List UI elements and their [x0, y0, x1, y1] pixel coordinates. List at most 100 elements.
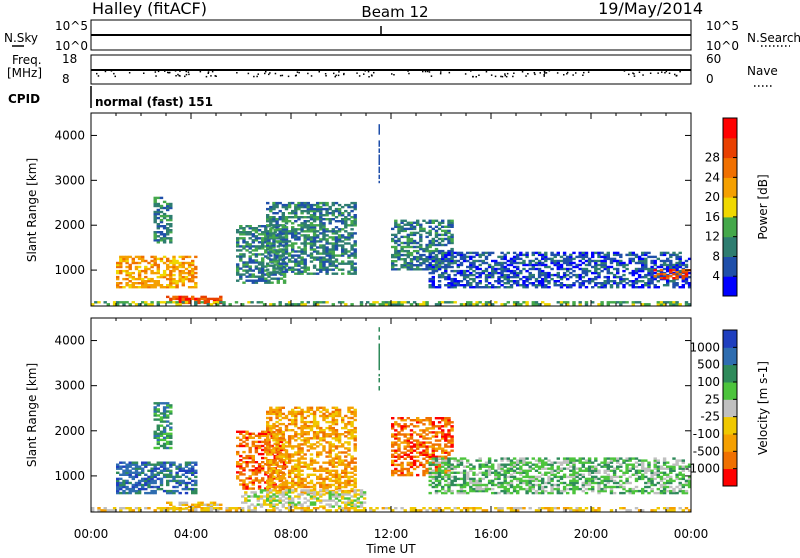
echo-cell — [550, 274, 553, 276]
echo-cell — [675, 254, 678, 256]
echo-cell — [297, 250, 300, 252]
echo-cell — [447, 258, 450, 260]
echo-cell — [413, 228, 416, 230]
echo-cell — [432, 486, 435, 488]
echo-cell — [635, 286, 638, 288]
echo-cell — [269, 474, 272, 476]
echo-cell — [272, 439, 275, 441]
echo-cell — [400, 427, 403, 429]
nave-point — [368, 76, 370, 78]
echo-cell — [316, 451, 319, 453]
echo-cell — [535, 459, 538, 461]
nave-point — [186, 74, 188, 76]
echo-cell — [282, 413, 285, 415]
power-y-axis-label: Slant Range [km] — [25, 158, 39, 262]
echo-cell — [166, 404, 169, 406]
nave-point — [513, 73, 515, 75]
echo-cell — [513, 470, 516, 472]
echo-cell — [157, 239, 160, 241]
echo-cell — [607, 301, 610, 303]
echo-cell — [313, 421, 316, 423]
echo-cell — [325, 415, 328, 417]
echo-cell — [288, 476, 291, 478]
echo-cell — [654, 272, 657, 274]
echo-cell — [332, 415, 335, 417]
echo-cell — [150, 476, 153, 478]
echo-cell — [447, 472, 450, 474]
echo-cell — [285, 462, 288, 464]
echo-cell — [310, 482, 313, 484]
echo-cell — [625, 264, 628, 266]
echo-cell — [494, 260, 497, 262]
echo-cell — [316, 470, 319, 472]
echo-cell — [404, 454, 407, 456]
echo-cell — [297, 228, 300, 230]
echo-cell — [338, 208, 341, 210]
echo-cell — [485, 270, 488, 272]
echo-cell — [332, 212, 335, 214]
echo-cell — [258, 237, 261, 239]
echo-cell — [497, 472, 500, 474]
echo-cell — [416, 425, 419, 427]
echo-cell — [297, 476, 300, 478]
echo-cell — [488, 286, 491, 288]
echo-cell — [519, 303, 522, 305]
echo-cell — [400, 468, 403, 470]
echo-cell — [485, 470, 488, 472]
echo-cell — [394, 460, 397, 462]
echo-cell — [647, 303, 650, 305]
echo-cell — [138, 282, 141, 284]
echo-cell — [535, 484, 538, 486]
echo-cell — [588, 278, 591, 280]
echo-cell — [242, 227, 245, 229]
echo-cell — [116, 301, 119, 303]
echo-cell — [335, 445, 338, 447]
echo-cell — [597, 286, 600, 288]
echo-cell — [182, 256, 185, 258]
echo-cell — [247, 301, 250, 303]
echo-cell — [660, 260, 663, 262]
echo-cell — [638, 280, 641, 282]
nave-point — [588, 71, 590, 73]
echo-cell — [410, 472, 413, 474]
echo-cell — [566, 301, 569, 303]
echo-cell — [157, 301, 160, 303]
colorbar-segment — [723, 118, 737, 138]
echo-cell — [160, 225, 163, 227]
echo-cell — [413, 256, 416, 258]
echo-cell — [422, 435, 425, 437]
echo-cell — [163, 490, 166, 492]
nsearch-tick-high: 10^5 — [706, 19, 739, 33]
echo-cell — [669, 275, 672, 277]
echo-cell — [135, 286, 138, 288]
echo-cell — [272, 303, 275, 305]
echo-cell — [313, 443, 316, 445]
echo-cell — [438, 480, 441, 482]
echo-cell — [675, 262, 678, 264]
nave-point — [111, 70, 113, 72]
echo-cell — [285, 455, 288, 457]
power-colorbar-label: Power [dB] — [756, 174, 770, 239]
echo-cell — [160, 478, 163, 480]
echo-cell — [313, 232, 316, 234]
echo-cell — [310, 429, 313, 431]
nave-point — [368, 71, 370, 73]
echo-cell — [341, 244, 344, 246]
echo-cell — [272, 242, 275, 244]
echo-cell — [485, 476, 488, 478]
echo-cell — [350, 263, 353, 265]
echo-cell — [269, 445, 272, 447]
echo-cell — [594, 260, 597, 262]
echo-cell — [116, 262, 119, 264]
echo-cell — [663, 268, 666, 270]
echo-cell — [313, 242, 316, 244]
echo-cell — [525, 301, 528, 303]
echo-cell — [138, 266, 141, 268]
echo-cell — [350, 202, 353, 204]
echo-cell — [332, 269, 335, 271]
echo-cell — [410, 429, 413, 431]
echo-cell — [175, 476, 178, 478]
echo-cell — [616, 260, 619, 262]
nave-point — [491, 74, 493, 76]
echo-cell — [275, 240, 278, 242]
